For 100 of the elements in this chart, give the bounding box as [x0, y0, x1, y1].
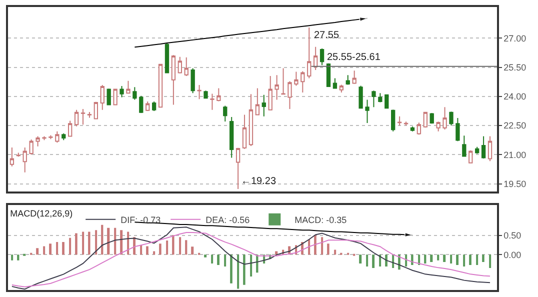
legend-label: DEA: -0.56 — [206, 214, 250, 225]
bar — [75, 233, 78, 255]
y-tick-label: 21.00 — [504, 150, 526, 160]
candlestick — [248, 94, 254, 146]
candlestick — [326, 62, 331, 88]
legend-label: DIF: -0.73 — [120, 214, 161, 225]
bar — [385, 254, 388, 267]
bar — [327, 244, 330, 255]
candlestick — [314, 46, 318, 71]
annotation: 27.55 — [314, 30, 340, 41]
candlestick — [68, 120, 72, 138]
candlestick — [94, 101, 98, 120]
candlestick — [146, 100, 150, 112]
candlestick — [416, 122, 422, 136]
candlestick — [100, 84, 104, 110]
legend-label: MACD: -0.35 — [294, 214, 347, 225]
candlestick — [197, 84, 202, 100]
bar — [334, 250, 336, 255]
candlestick — [223, 105, 228, 122]
candlestick — [391, 109, 396, 132]
bar — [450, 254, 452, 264]
bar — [49, 244, 52, 255]
candlestick — [184, 56, 188, 77]
candlestick — [397, 116, 402, 126]
legend-title: MACD(12,26,9) — [10, 208, 73, 219]
bar — [237, 254, 240, 289]
candlestick — [10, 147, 14, 167]
y-tick-label: 22.50 — [504, 120, 526, 131]
bar — [95, 230, 98, 255]
bar — [250, 254, 252, 276]
candlestick — [294, 71, 298, 86]
candlestick — [158, 64, 163, 108]
bar — [456, 254, 459, 265]
bar — [43, 246, 46, 255]
candlestick — [372, 90, 376, 108]
candlestick — [120, 85, 124, 98]
candlestick — [74, 109, 79, 127]
candlestick — [178, 56, 182, 74]
candlestick — [87, 111, 92, 118]
candlestick — [436, 121, 440, 132]
bar — [127, 232, 130, 255]
candlestick — [29, 139, 34, 156]
candlestick — [300, 70, 305, 94]
candlestick — [132, 86, 137, 100]
candlestick — [80, 108, 86, 126]
candlestick — [365, 99, 370, 124]
candlestick — [449, 111, 454, 126]
candlestick — [42, 136, 46, 141]
candlestick — [55, 130, 60, 144]
y-tick-label: 27.00 — [504, 33, 526, 44]
bar — [489, 254, 492, 268]
candlestick — [216, 88, 221, 102]
bar — [191, 246, 194, 255]
candlestick — [274, 74, 279, 100]
candlestick — [268, 76, 272, 111]
bar — [275, 251, 278, 255]
bar — [11, 254, 14, 260]
bar — [379, 254, 382, 267]
bar — [430, 254, 433, 262]
bar — [243, 254, 246, 285]
y-tick-label: 0.00 — [504, 250, 522, 260]
y-tick-label: 0.50 — [504, 230, 522, 241]
candlestick — [430, 112, 434, 124]
y-tick-label: 24.00 — [504, 92, 526, 102]
candlestick — [152, 100, 156, 112]
annotation: ←19.23 — [241, 176, 276, 187]
bar — [418, 254, 420, 265]
candlestick — [106, 88, 111, 106]
bar — [88, 232, 90, 255]
candlestick — [346, 74, 350, 86]
candlestick — [410, 126, 415, 132]
candlestick — [204, 90, 208, 99]
candlestick — [288, 80, 292, 110]
candlestick — [113, 88, 118, 106]
candlestick — [281, 68, 286, 95]
annotation: 25.55-25.61 — [327, 52, 381, 63]
candlestick — [210, 93, 214, 110]
bar — [463, 254, 466, 267]
candlestick — [307, 27, 312, 79]
candlestick — [171, 54, 176, 106]
bar — [359, 254, 362, 264]
bar — [405, 254, 408, 267]
bar — [469, 254, 472, 265]
candlestick — [320, 48, 324, 66]
bar — [107, 228, 110, 255]
candlestick — [332, 78, 338, 90]
candlestick — [22, 147, 27, 173]
candlestick — [456, 117, 460, 142]
candlestick — [462, 135, 466, 158]
candlestick — [339, 84, 344, 94]
candlestick — [190, 68, 195, 94]
candlestick — [404, 121, 408, 126]
candlestick — [423, 111, 428, 128]
candlestick — [442, 106, 447, 130]
bar — [372, 254, 375, 268]
candlestick — [36, 136, 40, 147]
candlestick — [255, 88, 260, 116]
bar — [482, 254, 484, 262]
bar — [17, 254, 20, 260]
bar — [69, 238, 72, 255]
